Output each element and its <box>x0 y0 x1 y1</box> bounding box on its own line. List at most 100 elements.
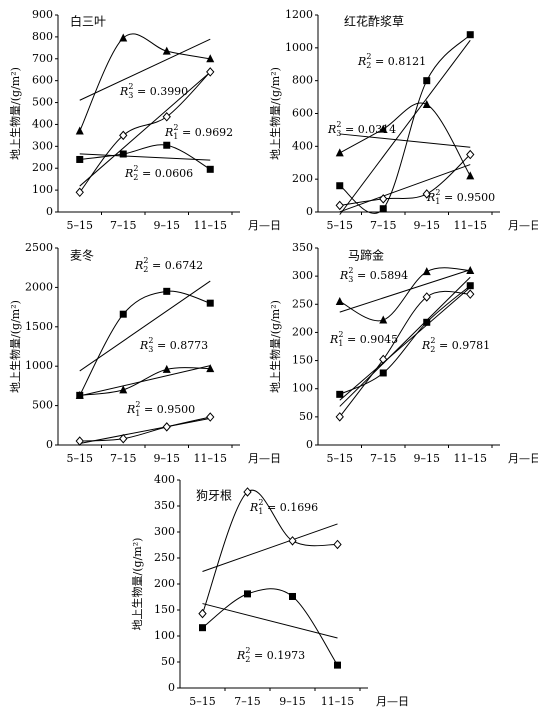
y-tick-label: 150 <box>292 354 313 367</box>
r-symbol: R <box>339 269 348 282</box>
series-curve <box>79 416 211 442</box>
y-tick-label: 100 <box>32 183 53 196</box>
r2-annotation: R12 = 0.9045 <box>329 330 398 348</box>
marker-square <box>466 282 474 290</box>
r-subscript: 1 <box>338 339 343 348</box>
y-tick-label: 600 <box>292 107 313 120</box>
x-tick-label: 9–15 <box>154 219 181 232</box>
y-tick-label: 1000 <box>285 41 313 54</box>
marker-square <box>336 390 344 398</box>
y-tick-label: 900 <box>32 8 53 21</box>
trend-line <box>339 276 471 407</box>
marker-triangle <box>206 54 215 63</box>
x-tick-label: 11–15 <box>454 219 488 232</box>
chart-title: 马蹄金 <box>348 248 384 263</box>
r-symbol: R <box>119 85 128 98</box>
x-tick-label: 5–15 <box>189 695 216 708</box>
y-tick-label: 150 <box>154 603 175 616</box>
marker-diamond <box>198 608 207 619</box>
r-subscript: 3 <box>348 275 353 284</box>
marker-diamond <box>333 539 342 550</box>
marker-square <box>244 590 251 598</box>
x-tick-label: 5–15 <box>67 452 94 465</box>
y-tick-label: 250 <box>292 297 313 310</box>
x-tick-label: 9–15 <box>279 695 306 708</box>
panel: 0 500 1000 1500 2000 2500 5–15 7–15 9–15 11–15 月—日… <box>8 241 281 465</box>
y-axis-label: 地上生物量/(g/m²) <box>268 300 282 393</box>
x-axis-label: 月—日 <box>248 452 281 465</box>
marker-triangle <box>422 99 431 108</box>
x-tick-label: 11–15 <box>454 452 488 465</box>
r-symbol: R <box>126 403 135 416</box>
r2-value: = 0.9781 <box>435 339 490 352</box>
marker-diamond <box>422 189 431 199</box>
marker-diamond <box>379 354 388 365</box>
r2-annotation: R22 = 0.6742 <box>134 256 203 274</box>
y-tick-label: 1500 <box>25 320 53 333</box>
trend-line <box>202 523 338 572</box>
y-tick-label: 800 <box>292 74 313 87</box>
panel: 0 50 100 150 200 250 300 350 400 5–15 7–15 9–15 11–1… <box>130 473 409 708</box>
marker-diamond <box>206 67 215 77</box>
marker-diamond <box>288 536 297 546</box>
r-superscript: 2 <box>430 336 435 345</box>
marker-triangle <box>466 171 475 180</box>
trend-line <box>79 365 211 397</box>
marker-square <box>163 141 171 149</box>
y-tick-label: 300 <box>292 269 313 282</box>
y-tick-label: 100 <box>292 382 313 395</box>
r-superscript: 2 <box>338 330 343 339</box>
r-symbol: R <box>329 333 338 346</box>
r2-annotation: R12 = 0.1696 <box>249 498 318 516</box>
marker-square <box>119 150 127 158</box>
marker-triangle <box>206 364 215 373</box>
marker-square <box>379 369 387 377</box>
r-subscript: 3 <box>336 129 341 138</box>
y-tick-label: 0 <box>46 438 53 451</box>
r2-annotation: R12 = 0.9692 <box>164 123 233 141</box>
x-tick-label: 7–15 <box>234 695 261 708</box>
y-tick-label: 0 <box>168 681 175 694</box>
r2-annotation: R22 = 0.1973 <box>236 646 305 664</box>
r2-value: = 0.9692 <box>178 126 233 139</box>
x-tick-label: 9–15 <box>414 219 441 232</box>
trend-line <box>79 38 211 101</box>
y-tick-label: 400 <box>292 139 313 152</box>
y-tick-label: 400 <box>154 473 175 486</box>
r2-value: = 0.9500 <box>440 191 495 204</box>
x-tick-label: 11–15 <box>194 219 228 232</box>
series-curve <box>79 367 211 396</box>
r2-value: = 0.6742 <box>148 259 203 272</box>
y-tick-label: 350 <box>292 241 313 254</box>
marker-triangle <box>335 296 344 305</box>
y-tick-label: 200 <box>292 172 313 185</box>
x-tick-label: 11–15 <box>321 695 355 708</box>
marker-diamond <box>162 422 171 432</box>
r-symbol: R <box>426 191 435 204</box>
y-tick-label: 300 <box>32 139 53 152</box>
r-subscript: 2 <box>366 61 371 70</box>
r2-annotation: R12 = 0.9500 <box>126 400 195 418</box>
r2-value: = 0.8773 <box>153 339 208 352</box>
x-tick-label: 5–15 <box>327 219 354 232</box>
marker-triangle <box>119 385 128 394</box>
marker-triangle <box>379 124 388 133</box>
r2-annotation: R32 = 0.5894 <box>339 266 408 284</box>
x-tick-label: 5–15 <box>67 219 94 232</box>
chart-title: 红花酢浆草 <box>344 14 404 29</box>
trend-line <box>339 164 471 213</box>
trend-line <box>339 133 471 148</box>
y-tick-label: 50 <box>299 410 313 423</box>
marker-diamond <box>75 187 84 198</box>
series-curve <box>339 34 471 214</box>
y-tick-label: 2500 <box>25 241 53 254</box>
y-tick-label: 200 <box>32 161 53 174</box>
marker-diamond <box>75 436 84 446</box>
marker-triangle <box>75 390 84 399</box>
series-curve <box>79 144 211 170</box>
r2-annotation: R22 = 0.9781 <box>421 336 490 354</box>
marker-diamond <box>422 292 431 302</box>
marker-diamond <box>379 194 388 204</box>
r2-value: = 0.1973 <box>250 649 305 662</box>
